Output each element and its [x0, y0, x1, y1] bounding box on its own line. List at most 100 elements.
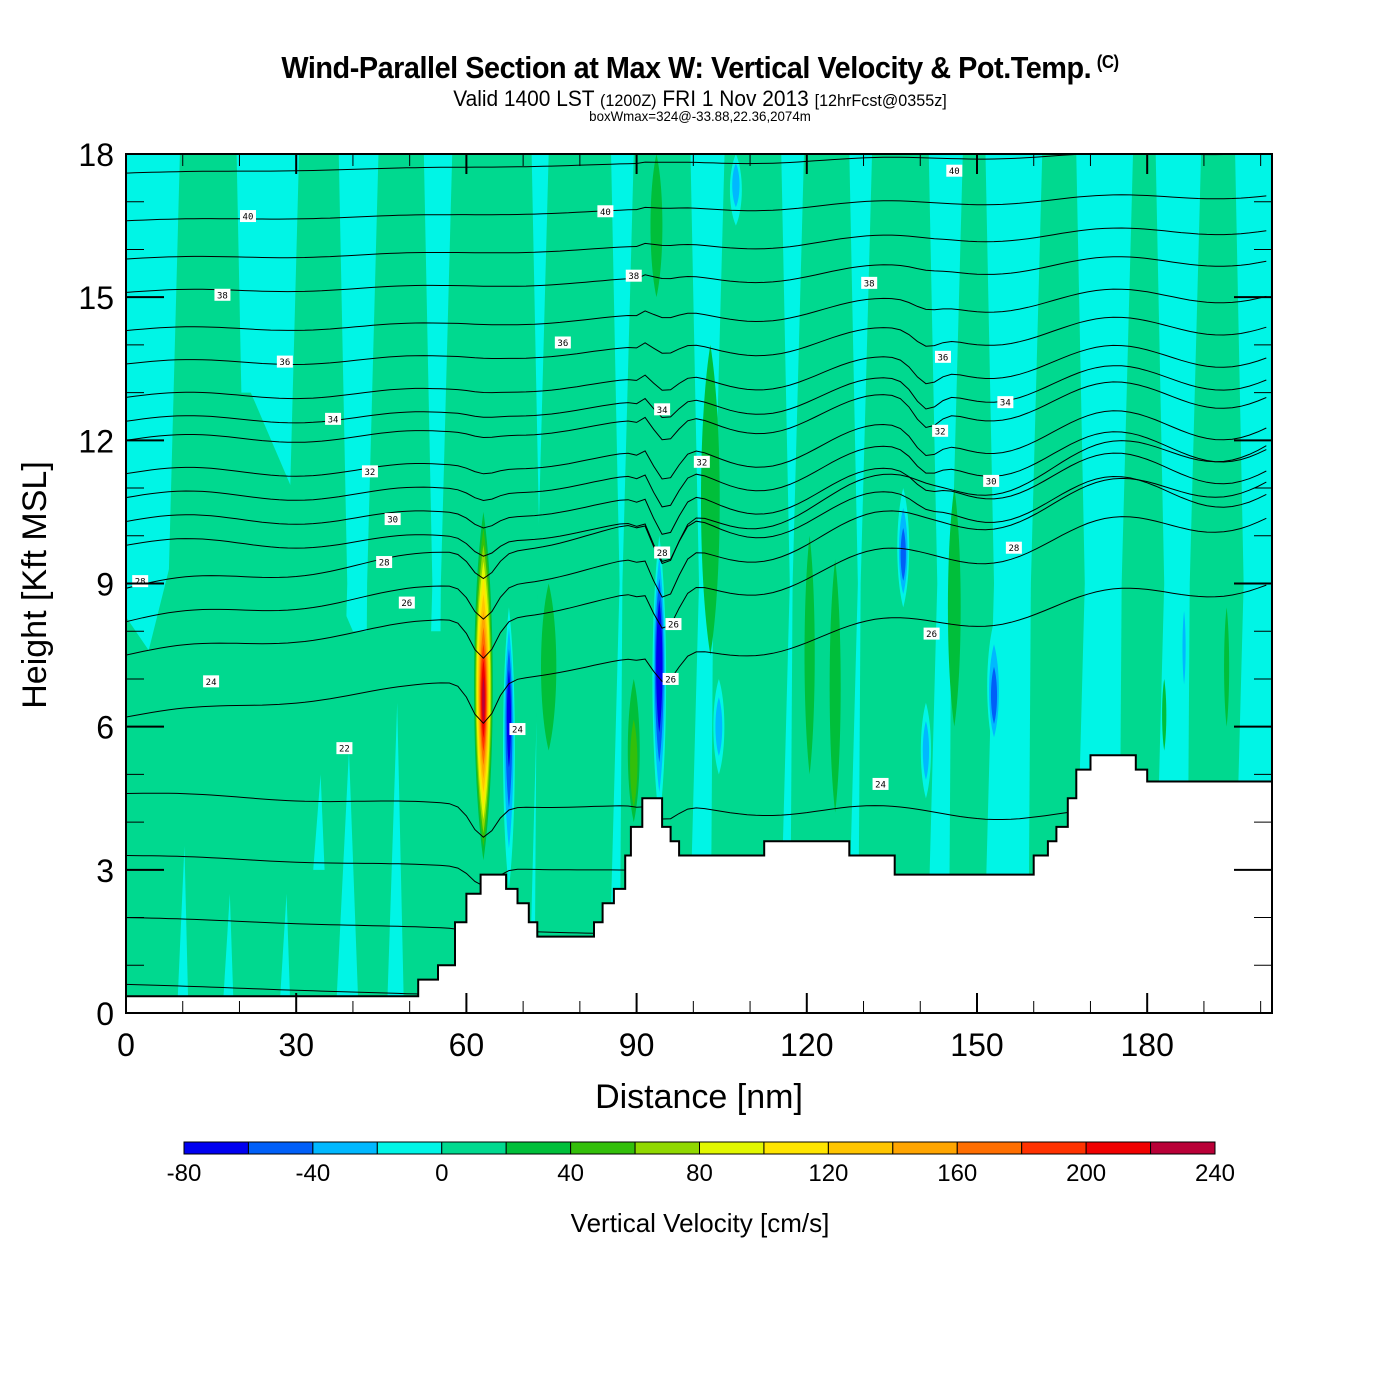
downdraft-core — [990, 666, 998, 725]
positive-w-band — [857, 154, 938, 1013]
colorbar-swatch — [183, 1141, 249, 1155]
x-tick-label: 90 — [619, 1027, 655, 1063]
contour-label: 34 — [654, 403, 671, 416]
updraft-core — [482, 676, 485, 725]
y-tick-label: 0 — [96, 996, 114, 1032]
colorbar-tick-label: 120 — [808, 1160, 848, 1187]
colorbar-tick-label: -80 — [167, 1160, 202, 1187]
downdraft-core — [506, 669, 512, 768]
weak-w-pocket — [386, 702, 404, 1013]
colorbar-swatch — [570, 1141, 636, 1155]
contour-label-text: 26 — [668, 621, 679, 631]
theta-contour — [126, 316, 1267, 365]
colorbar-swatch — [376, 1141, 443, 1155]
contour-label-text: 36 — [279, 358, 290, 368]
positive-w-band — [948, 154, 995, 1013]
theta-contour — [126, 227, 1267, 260]
contour-label-text: 36 — [938, 353, 949, 363]
contour-label: 38 — [625, 269, 642, 282]
colorbar — [183, 1141, 1216, 1155]
colorbar-swatch — [892, 1141, 958, 1155]
contour-label-text: 34 — [1000, 399, 1011, 409]
weak-w-pocket — [313, 774, 325, 870]
theta-contour — [126, 516, 1267, 659]
contour-label: 28 — [1005, 541, 1022, 554]
contour-label-text: 24 — [206, 678, 217, 688]
y-tick-label: 3 — [96, 853, 114, 889]
contour-label: 38 — [861, 276, 878, 289]
contour-label: 34 — [997, 396, 1014, 409]
contour-label: 34 — [325, 412, 342, 425]
downdraft-core — [732, 163, 740, 208]
y-tick-label: 18 — [78, 137, 114, 173]
terrain — [126, 754, 1272, 1013]
contour-label-text: 32 — [696, 458, 707, 468]
axis-ticks — [125, 153, 1272, 1014]
positive-w-band — [710, 154, 790, 1013]
contour-label-text: 32 — [365, 468, 376, 478]
updraft-core — [650, 154, 663, 298]
x-tick-labels: 0 30 60 90 120 150 180 — [117, 1027, 1174, 1063]
contour-label: 24 — [203, 675, 220, 688]
contour-label-text: 38 — [628, 272, 639, 282]
contour-label-text: 26 — [926, 630, 937, 640]
y-tick-labels: 0 3 6 9 12 15 18 — [78, 137, 114, 1032]
colorbar-tick-label: 40 — [557, 1160, 584, 1187]
theta-contour — [126, 452, 1267, 535]
x-tick-label: 60 — [449, 1027, 485, 1063]
colorbar-tick-label: -40 — [296, 1160, 331, 1187]
colorbar-swatch — [699, 1141, 765, 1155]
contour-label-text: 28 — [657, 549, 668, 559]
weak-w-pocket — [177, 845, 189, 1013]
downdraft-core — [922, 721, 930, 780]
contour-label-text: 28 — [1008, 544, 1019, 554]
updraft-core — [829, 559, 841, 813]
updraft-core — [947, 488, 961, 727]
contour-label-text: 38 — [217, 291, 228, 301]
colorbar-swatch — [505, 1141, 572, 1155]
colorbar-swatch — [247, 1141, 314, 1155]
contour-label: 36 — [934, 350, 951, 363]
updraft-core — [540, 583, 557, 751]
contour-label: 36 — [276, 355, 293, 368]
theta-contour — [126, 194, 1267, 222]
contour-label: 32 — [932, 424, 949, 437]
contour-label-text: 30 — [986, 477, 997, 487]
updraft-core — [700, 344, 720, 656]
contour-label-text: 30 — [387, 516, 398, 526]
contour-label-text: 40 — [600, 208, 611, 218]
colorbar-tick-label: 160 — [937, 1160, 977, 1187]
colorbar-tick-labels: -80 -40 0 40 80 120 160 200 240 — [167, 1160, 1235, 1187]
x-tick-label: 150 — [950, 1027, 1003, 1063]
contour-label-text: 28 — [379, 559, 390, 569]
terrain-outline — [126, 754, 1272, 998]
theta-contour — [126, 365, 1267, 424]
theta-contour — [126, 344, 1267, 400]
valid-time: Valid 1400 LST — [453, 86, 595, 111]
colorbar-swatch — [312, 1141, 378, 1155]
contour-label: 40 — [239, 210, 256, 223]
chart-title: Wind-Parallel Section at Max W: Vertical… — [49, 50, 1351, 86]
contour-label-text: 26 — [401, 599, 412, 609]
theta-contour — [126, 440, 1267, 589]
contour-label: 30 — [983, 474, 1000, 487]
y-tick-label: 12 — [78, 423, 114, 459]
contour-label-text: 40 — [243, 213, 254, 223]
contour-label: 28 — [132, 575, 149, 588]
contour-label: 22 — [336, 742, 353, 755]
updraft-core — [630, 719, 638, 808]
downdraft-core — [715, 697, 723, 757]
colorbar-swatch — [956, 1141, 1023, 1155]
theta-contour — [126, 256, 1267, 293]
colorbar-swatch — [441, 1141, 507, 1155]
positive-w-band — [789, 154, 858, 1013]
downdraft-core — [900, 527, 906, 581]
positive-w-band — [534, 154, 620, 1013]
colorbar-tick-label: 240 — [1195, 1160, 1235, 1187]
valid-date: FRI 1 Nov 2013 — [662, 86, 809, 111]
colorbar-tick-label: 200 — [1066, 1160, 1106, 1187]
y-tick-label: 6 — [96, 710, 114, 746]
contour-label: 38 — [214, 288, 231, 301]
weak-w-pocket — [222, 893, 234, 1013]
